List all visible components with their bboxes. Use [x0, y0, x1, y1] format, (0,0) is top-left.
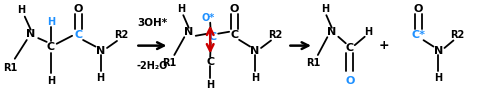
Text: H: H — [321, 4, 329, 14]
Text: -2H₂O: -2H₂O — [136, 61, 168, 71]
Text: C: C — [208, 32, 216, 42]
Text: O: O — [230, 4, 239, 14]
Text: H: H — [177, 4, 186, 14]
Text: O: O — [414, 4, 423, 14]
Text: C: C — [346, 43, 354, 53]
Text: C: C — [46, 42, 55, 52]
Text: O: O — [74, 4, 83, 14]
Text: C: C — [230, 30, 238, 40]
Text: +: + — [378, 39, 389, 52]
Text: O: O — [345, 76, 354, 86]
Text: C: C — [74, 30, 82, 40]
Text: 3OH*: 3OH* — [138, 18, 168, 28]
Text: C: C — [206, 57, 214, 67]
Text: N: N — [26, 29, 36, 39]
Text: R2: R2 — [268, 30, 282, 40]
Text: H: H — [364, 27, 372, 37]
Text: H: H — [96, 73, 104, 83]
Text: R1: R1 — [162, 58, 176, 68]
Text: N: N — [327, 27, 336, 37]
Text: O*: O* — [202, 13, 215, 23]
Text: N: N — [250, 46, 260, 56]
Text: C*: C* — [412, 30, 426, 40]
Text: H: H — [434, 73, 442, 83]
Text: R2: R2 — [450, 30, 464, 40]
Text: R1: R1 — [2, 63, 17, 73]
Text: H: H — [251, 73, 259, 83]
Text: H: H — [16, 5, 25, 15]
Text: N: N — [96, 46, 105, 56]
Text: R1: R1 — [306, 58, 320, 68]
Text: H: H — [46, 76, 55, 86]
Text: N: N — [434, 46, 443, 56]
Text: R2: R2 — [114, 30, 128, 40]
Text: H: H — [46, 17, 55, 27]
Text: N: N — [184, 27, 194, 37]
Text: H: H — [206, 80, 214, 90]
